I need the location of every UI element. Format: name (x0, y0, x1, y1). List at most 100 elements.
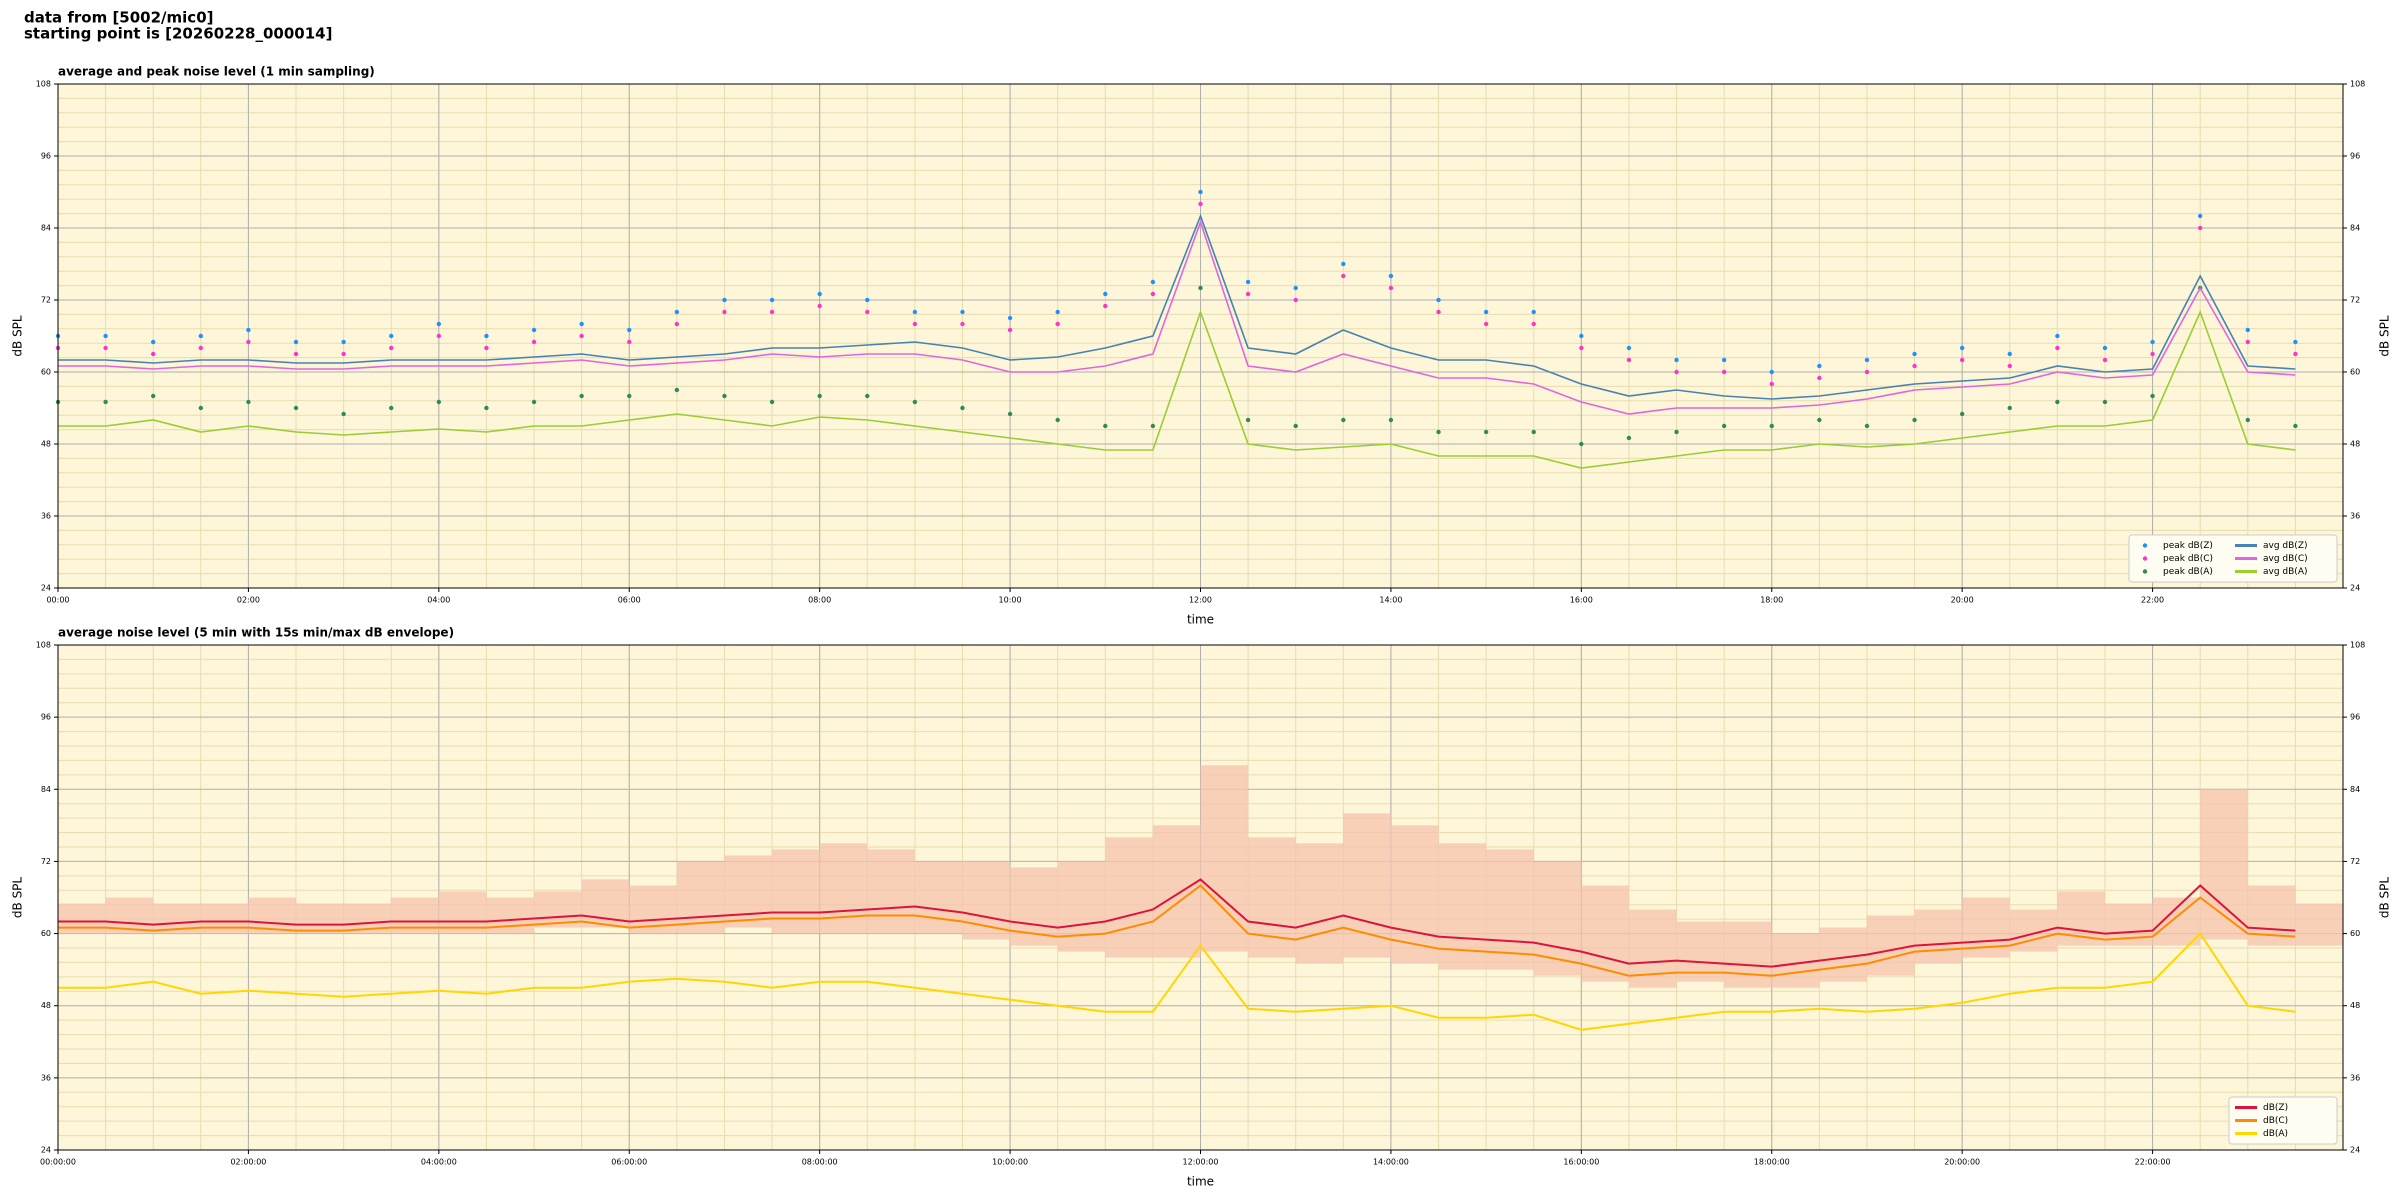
peak-point (2245, 417, 2250, 423)
peak-point (769, 297, 775, 303)
peak-point (1293, 285, 1298, 291)
y-tick-label: 48 (41, 1001, 51, 1010)
peak-point (103, 333, 108, 339)
legend-marker (2142, 543, 2148, 548)
x-tick-label: 20:00:00 (1944, 1158, 1980, 1167)
peak-point (1341, 261, 1346, 267)
legend-label: peak dB(A) (2163, 567, 2213, 577)
peak-point (2055, 345, 2060, 351)
peak-point (2007, 351, 2012, 357)
y-tick-label: 36 (2350, 512, 2360, 521)
y-tick-label: 24 (2350, 584, 2360, 593)
peak-point (1579, 333, 1584, 339)
peak-point (1007, 411, 1013, 417)
x-axis-label: time (1187, 613, 1214, 627)
peak-point (2055, 333, 2060, 339)
envelope-band (1866, 915, 1915, 976)
peak-point (2293, 351, 2298, 357)
series-line (58, 219, 2296, 415)
peak-point (389, 345, 394, 351)
peak-point (1959, 345, 1965, 351)
peak-point (769, 399, 775, 405)
peak-point (627, 327, 632, 333)
peak-point (1293, 423, 1298, 429)
peak-point (2055, 399, 2060, 405)
peak-point (1436, 429, 1441, 435)
x-tick-label: 06:00:00 (611, 1158, 647, 1167)
peak-point (769, 309, 775, 315)
y-tick-label: 108 (36, 641, 51, 650)
y-tick-label: 96 (2350, 713, 2360, 722)
x-tick-label: 18:00:00 (1754, 1158, 1790, 1167)
envelope-band (486, 897, 535, 934)
peak-point (2293, 423, 2298, 429)
peak-point (1341, 273, 1346, 279)
peak-point (1531, 429, 1536, 435)
x-tick-label: 02:00 (237, 596, 260, 605)
y-tick-label: 60 (41, 368, 51, 377)
peak-point (960, 321, 965, 327)
peak-point (579, 393, 584, 399)
y-tick-label: 60 (2350, 929, 2360, 938)
series-line (58, 309, 2296, 469)
envelope-band (438, 891, 487, 934)
peak-point (1055, 321, 1060, 327)
peak-point (1674, 369, 1679, 375)
y-tick-label: 108 (2350, 80, 2365, 89)
peak-point (484, 405, 489, 411)
peak-point (1864, 369, 1870, 375)
peak-point (531, 327, 537, 333)
peak-point (2102, 345, 2108, 351)
peak-point (2150, 339, 2155, 345)
header-line: starting point is [20260228_000014] (24, 25, 332, 43)
peak-point (912, 309, 918, 315)
y-tick-label: 36 (41, 512, 51, 521)
y-tick-label: 72 (2350, 296, 2360, 305)
series-line (58, 213, 2296, 400)
legend-marker (2142, 556, 2148, 561)
peak-point (1864, 357, 1870, 363)
series-line (58, 884, 2296, 977)
peak-point (484, 333, 489, 339)
x-tick-label: 14:00:00 (1373, 1158, 1409, 1167)
peak-point (817, 303, 822, 309)
peak-point (2007, 405, 2012, 411)
peak-point (1483, 321, 1489, 327)
y-tick-label: 72 (2350, 857, 2360, 866)
peak-point (1579, 441, 1584, 447)
peak-point (579, 321, 584, 327)
peak-point (1103, 423, 1108, 429)
chart-title: average and peak noise level (1 min samp… (58, 65, 375, 79)
x-tick-label: 10:00 (999, 596, 1022, 605)
y-tick-label: 48 (2350, 440, 2360, 449)
y-tick-label: 60 (41, 929, 51, 938)
peak-point (960, 405, 965, 411)
envelope-band (962, 861, 1011, 940)
x-tick-label: 00:00 (46, 596, 69, 605)
envelope-band (2295, 903, 2343, 946)
peak-point (1436, 297, 1441, 303)
x-tick-label: 04:00 (427, 596, 450, 605)
peak-point (1721, 369, 1727, 375)
peak-point (2293, 339, 2298, 345)
peak-point (674, 309, 680, 315)
legend-label: peak dB(Z) (2163, 541, 2213, 551)
peak-point (2245, 327, 2250, 333)
peak-point (865, 393, 870, 399)
envelope-band (1200, 765, 1249, 952)
peak-point (1912, 417, 1917, 423)
envelope-band (1295, 843, 1344, 964)
envelope-band (1105, 837, 1153, 958)
peak-point (1531, 321, 1536, 327)
peak-point (2197, 225, 2203, 231)
x-tick-label: 18:00 (1760, 596, 1783, 605)
peak-point (1959, 411, 1965, 417)
peak-point (1103, 291, 1108, 297)
y-tick-label: 24 (2350, 1146, 2360, 1155)
y-tick-label: 84 (2350, 224, 2360, 233)
peak-point (912, 321, 918, 327)
peak-point (341, 339, 346, 345)
y-tick-label: 24 (41, 1146, 51, 1155)
envelope-band (296, 903, 344, 934)
